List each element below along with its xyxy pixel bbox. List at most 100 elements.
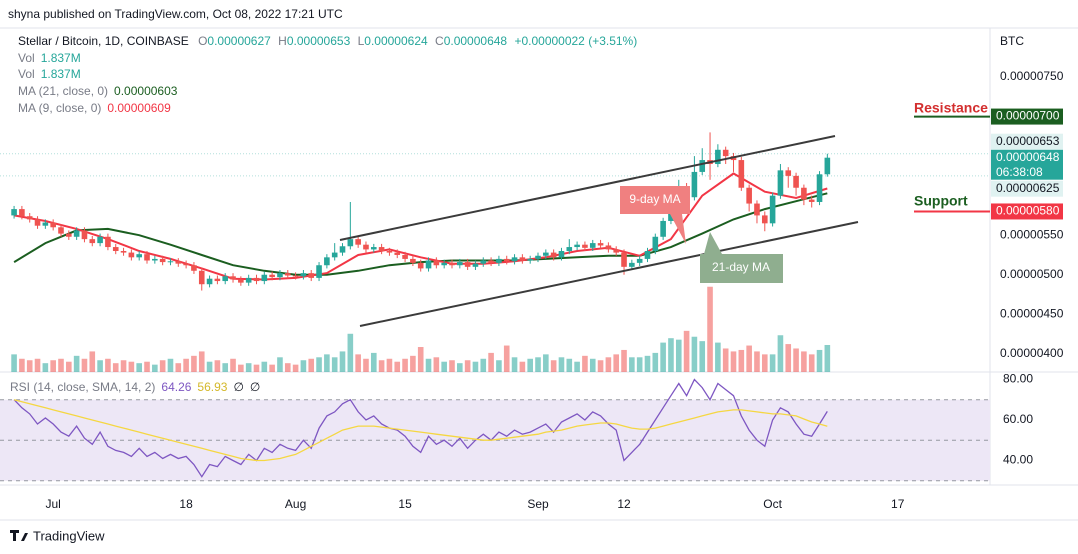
candle-body: [97, 236, 103, 244]
candle-body: [644, 251, 651, 259]
y-tick-label: 0.00000400: [1000, 346, 1064, 360]
volume-bar: [449, 360, 455, 372]
candle-body: [214, 278, 221, 282]
volume-bar: [167, 358, 174, 372]
rsi-tick-label: 40.00: [1003, 453, 1033, 467]
volume-bar: [386, 358, 393, 372]
volume-bar: [152, 364, 158, 372]
volume-bar: [621, 349, 627, 372]
support-label: Support: [914, 193, 968, 209]
volume-bar: [206, 361, 213, 372]
volume-legend: Vol 1.837M: [18, 51, 81, 65]
candle-body: [363, 244, 369, 250]
volume-bar: [816, 349, 823, 372]
volume-bar: [112, 363, 119, 372]
x-tick-label: 15: [398, 497, 412, 511]
volume-bar: [636, 357, 643, 372]
y-tick-label: 0.00000750: [1000, 69, 1064, 83]
volume-bar: [11, 354, 17, 372]
legend-key: MA (9, close, 0): [18, 101, 101, 115]
volume-bar: [175, 363, 182, 372]
candle-body: [801, 187, 807, 200]
ma-legend: MA (21, close, 0) 0.00000603: [18, 84, 178, 98]
candle-body: [66, 233, 72, 237]
volume-bar: [644, 355, 651, 372]
candle-body: [746, 187, 752, 204]
volume-bar: [394, 361, 401, 372]
candle-body: [386, 251, 393, 253]
candle-body: [449, 262, 455, 266]
volume-bar: [198, 351, 205, 372]
candle-body: [152, 258, 158, 261]
price-box-label: 0.00000648: [996, 150, 1060, 164]
volume-bar: [120, 360, 127, 372]
candle-body: [816, 174, 823, 202]
symbol-title: Stellar / Bitcoin, 1D, COINBASE: [18, 34, 189, 48]
candle-body: [808, 199, 815, 202]
candle-body: [167, 261, 174, 263]
rsi-legend: RSI (14, close, SMA, 14, 2) 64.26 56.93 ∅ ∅: [10, 380, 260, 394]
candle-body: [715, 149, 721, 165]
volume-bar: [128, 361, 135, 372]
volume-bar: [558, 357, 565, 372]
candle-body: [284, 273, 291, 276]
legend-header: Stellar / Bitcoin, 1D, COINBASE O0.00000…: [18, 34, 637, 48]
legend-value: 0.00000609: [107, 101, 171, 115]
candle-body: [370, 247, 377, 250]
callout-9: [620, 186, 690, 244]
candle-body: [738, 160, 745, 188]
rsi-tick-label: 80.00: [1003, 372, 1033, 386]
candle-body: [394, 252, 401, 255]
volume-bar: [34, 358, 41, 372]
price-box-label: 0.00000653: [996, 134, 1060, 148]
y-tick-label: 0.00000550: [1000, 227, 1064, 241]
x-tick-label: 17: [891, 497, 905, 511]
volume-bar: [261, 361, 268, 372]
volume-bar: [277, 357, 283, 372]
candle-body: [511, 257, 518, 262]
candle-body: [597, 243, 604, 246]
volume-bar: [785, 344, 792, 372]
volume-bar: [253, 364, 260, 372]
candle-body: [480, 260, 487, 264]
legend-key: Vol: [18, 67, 35, 81]
volume-bar: [300, 360, 307, 372]
legend-value: 56.93: [197, 380, 227, 394]
volume-bar: [824, 344, 831, 372]
volume-bar: [496, 360, 502, 372]
publisher: shyna published on TradingView.com, Oct …: [8, 7, 343, 21]
x-tick-label: Jul: [46, 497, 61, 511]
candle-body: [269, 274, 275, 278]
ohlc-key: L: [358, 34, 365, 48]
volume-bar: [535, 357, 541, 372]
volume-bar: [50, 360, 56, 372]
candle-body: [58, 227, 64, 234]
volume-bar: [722, 348, 729, 372]
volume-bar: [284, 363, 291, 372]
price-box-label: 0.00000580: [996, 204, 1060, 218]
legend-value: 1.837M: [41, 51, 81, 65]
volume-bar: [597, 360, 604, 372]
candle-body: [613, 249, 620, 253]
candle-body: [543, 252, 549, 256]
ohlc-value: 0.00000648: [444, 34, 508, 48]
volume-bar: [410, 355, 416, 372]
channel-lower: [359, 221, 859, 327]
price-box: [991, 203, 1063, 220]
volume-bar: [331, 357, 338, 372]
candle-body: [198, 270, 205, 285]
candle-body: [238, 279, 244, 283]
volume-bar: [238, 364, 244, 372]
candle-body: [425, 260, 432, 269]
candle-body: [589, 243, 596, 248]
price-box: [991, 108, 1063, 125]
volume-bar: [66, 361, 72, 372]
candle-body: [89, 239, 96, 244]
candle-body: [457, 262, 463, 266]
volume-bar: [245, 363, 252, 372]
volume-bar: [715, 342, 721, 372]
candle-body: [206, 278, 213, 285]
volume-bar: [58, 358, 64, 372]
rsi-line: [13, 378, 828, 478]
